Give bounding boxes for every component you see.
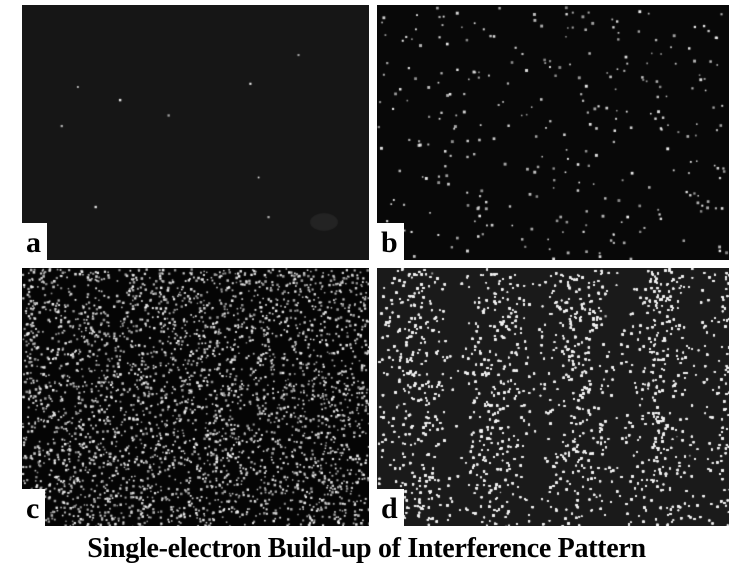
panel-d: d <box>377 268 729 526</box>
panel-a: a <box>22 5 369 260</box>
panel-b: b <box>377 5 729 260</box>
panel-label-d: d <box>377 489 404 526</box>
panel-c-dots <box>22 268 369 526</box>
panel-c: c <box>22 268 369 526</box>
panel-a-dots <box>22 5 369 260</box>
panel-d-dots <box>377 268 729 526</box>
panel-b-dots <box>377 5 729 260</box>
figure-caption: Single-electron Build-up of Interference… <box>87 533 646 564</box>
panel-label-c: c <box>22 489 46 526</box>
panel-label-b: b <box>377 223 404 260</box>
panel-label-a: a <box>22 223 47 260</box>
